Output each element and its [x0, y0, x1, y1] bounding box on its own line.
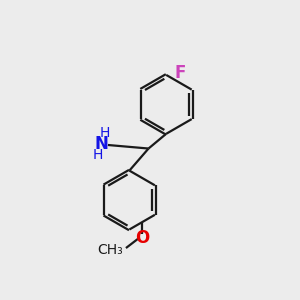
Text: H: H	[92, 148, 103, 162]
Text: CH₃: CH₃	[97, 242, 123, 256]
Text: O: O	[135, 229, 149, 247]
Text: F: F	[174, 64, 186, 82]
Text: N: N	[94, 134, 108, 152]
Text: H: H	[100, 126, 110, 140]
